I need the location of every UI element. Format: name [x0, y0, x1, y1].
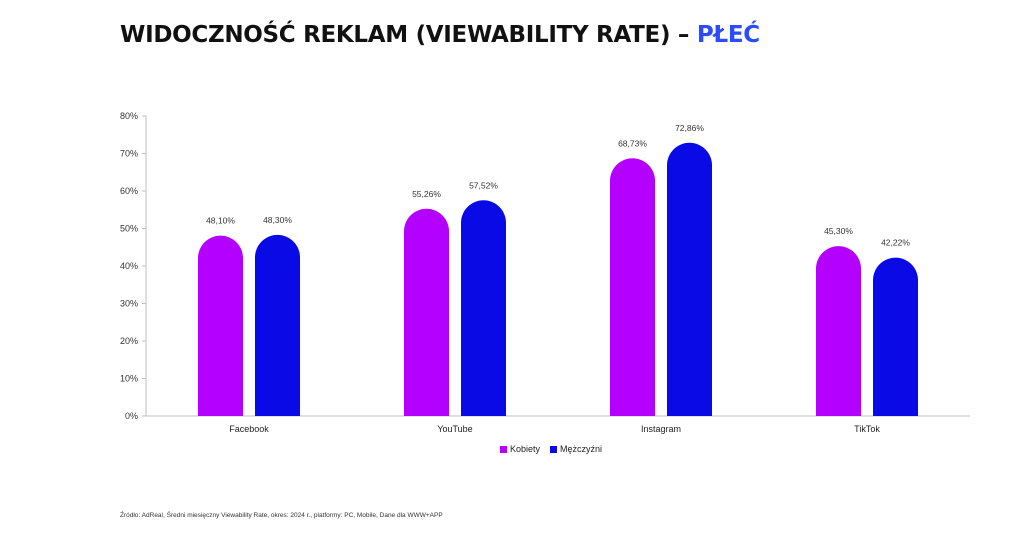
y-tick-label: 50%: [120, 224, 138, 234]
y-tick-label: 0%: [125, 411, 138, 421]
legend-item-kobiety: Kobiety: [500, 444, 540, 454]
legend-label-kobiety: Kobiety: [510, 444, 541, 454]
x-category-label: YouTube: [437, 424, 472, 434]
bar-instagram-mezczyzni: [667, 142, 712, 416]
legend: Kobiety Mężczyźni: [500, 444, 602, 454]
bar-tiktok-mezczyzni: [873, 257, 918, 416]
bar-chart: 0% 10% 20% 30% 40% 50% 60% 70% 80% 48,10% 48,30% Fa…: [120, 111, 970, 434]
x-category-label: Facebook: [229, 424, 269, 434]
y-tick-label: 70%: [120, 149, 138, 159]
y-tick-label: 40%: [120, 261, 138, 271]
y-tick-label: 80%: [120, 111, 138, 121]
y-tick-label: 30%: [120, 299, 138, 309]
data-label: 55,26%: [412, 189, 441, 199]
legend-item-mezczyzni: Mężczyźni: [550, 444, 602, 454]
data-label: 42,22%: [881, 238, 910, 248]
bar-youtube-mezczyzni: [461, 200, 506, 416]
legend-swatch-kobiety: [500, 445, 507, 453]
data-label: 48,30%: [263, 215, 292, 225]
title-accent: PŁEĆ: [696, 22, 760, 48]
y-tick-label: 10%: [120, 374, 138, 384]
data-label: 57,52%: [469, 180, 498, 190]
y-tick-label: 60%: [120, 186, 138, 196]
bar-facebook-mezczyzni: [255, 234, 300, 416]
legend-swatch-mezczyzni: [550, 445, 558, 453]
y-tick-label: 20%: [120, 336, 138, 346]
x-category-label: Instagram: [641, 424, 681, 434]
data-label: 45,30%: [824, 226, 853, 236]
data-label: 48,10%: [206, 216, 235, 226]
data-label: 72,86%: [675, 123, 704, 133]
data-label: 68,73%: [618, 138, 647, 148]
chart-title: WIDOCZNOŚĆ REKLAM (VIEWABILITY RATE) – P…: [120, 22, 760, 48]
title-main: WIDOCZNOŚĆ REKLAM (VIEWABILITY RATE) –: [120, 22, 690, 48]
bar-youtube-kobiety: [404, 208, 449, 416]
bar-instagram-kobiety: [610, 158, 655, 416]
x-category-label: TikTok: [854, 424, 880, 434]
legend-label-mezczyzni: Mężczyźni: [560, 444, 603, 454]
bar-tiktok-kobiety: [816, 246, 861, 416]
source-note: Źródło: AdReal, Średni miesięczny Viewab…: [120, 512, 443, 519]
bar-facebook-kobiety: [198, 235, 243, 416]
